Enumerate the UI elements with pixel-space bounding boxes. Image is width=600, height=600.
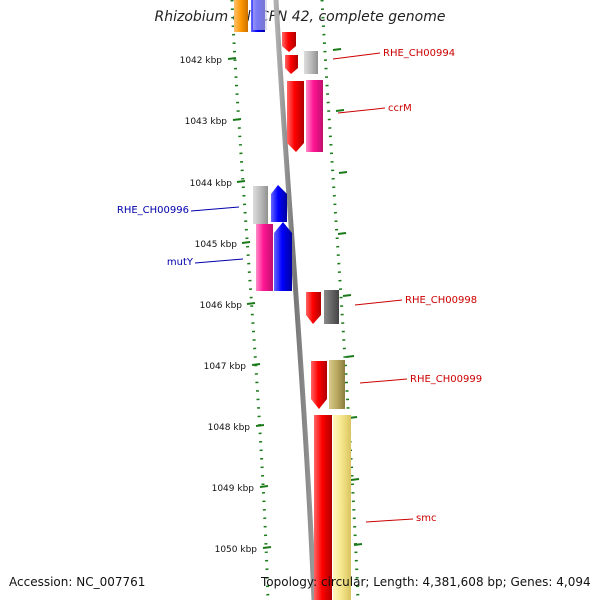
genome-summary-text: Topology: circular; Length: 4,381,608 bp… — [261, 575, 591, 589]
scale-label: 1047 kbp — [204, 362, 247, 372]
gene-label-rhe-ch00999[interactable]: RHE_CH00999 — [410, 374, 482, 385]
gene-label-muty[interactable]: mutY — [167, 257, 194, 268]
scale-label: 1042 kbp — [180, 56, 223, 66]
gene-rhe-ch00996[interactable] — [253, 185, 287, 224]
gene-label-rhe-ch00996[interactable]: RHE_CH00996 — [117, 205, 189, 216]
leader-line — [359, 378, 408, 384]
leader-line — [337, 107, 386, 114]
genome-backbone — [273, 0, 317, 600]
gene-label-rhe-ch00994[interactable]: RHE_CH00994 — [383, 48, 455, 59]
gene-rhe-ch00998[interactable] — [306, 290, 339, 324]
scale-label: 1048 kbp — [208, 423, 251, 433]
scale-label: 1044 kbp — [190, 179, 233, 189]
leader-line — [354, 299, 403, 306]
scale-label: 1045 kbp — [195, 240, 238, 250]
leader-line — [332, 52, 381, 60]
leader-line — [365, 518, 414, 523]
scale-label: 1043 kbp — [185, 117, 228, 127]
gene-label-smc[interactable]: smc — [416, 513, 436, 524]
gene-block-top — [234, 0, 267, 32]
accession-text: Accession: NC_007761 — [9, 575, 146, 589]
gene-label-ccrm[interactable]: ccrM — [388, 103, 412, 114]
scale-label: 1050 kbp — [215, 545, 258, 555]
gene-smc[interactable] — [314, 415, 351, 600]
gene-muty[interactable] — [256, 222, 292, 291]
leader-line — [190, 206, 240, 212]
gene-rhe-ch00999[interactable] — [311, 360, 345, 409]
gene-rhe-ch00994[interactable] — [282, 32, 318, 74]
gene-ccrm[interactable] — [287, 80, 323, 152]
gene-label-rhe-ch00998[interactable]: RHE_CH00998 — [405, 295, 477, 306]
scale-label: 1046 kbp — [200, 301, 243, 311]
scale-track-inner — [230, 0, 270, 600]
leader-line — [194, 258, 244, 264]
scale-label: 1049 kbp — [212, 484, 255, 494]
scale-track-outer — [320, 0, 360, 600]
map-title: Rhizobium etli CFN 42, complete genome — [154, 9, 446, 25]
